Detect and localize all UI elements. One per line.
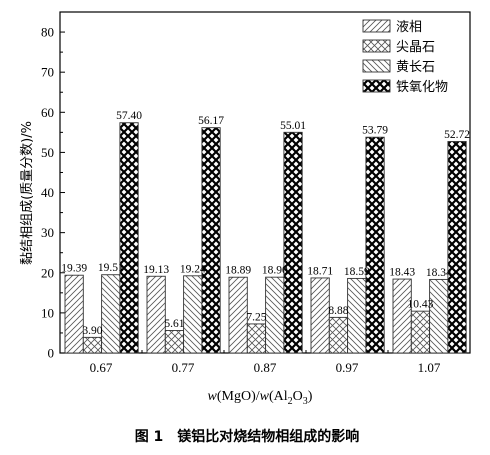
figure-caption: 图 1 镁铝比对烧结物相组成的影响 bbox=[135, 428, 360, 445]
bar-value-label: 19.24 bbox=[180, 263, 206, 275]
bar bbox=[365, 136, 385, 354]
bar-value-label: 18.34 bbox=[426, 267, 452, 279]
y-axis: 0 10 20 30 40 50 60 70 80 bbox=[41, 25, 65, 361]
bar-value-label: 8.88 bbox=[328, 305, 348, 317]
bar-value-label: 18.90 bbox=[262, 265, 288, 277]
bar bbox=[183, 275, 203, 354]
x-axis-title: w(MgO)/w(Al2O3) bbox=[208, 389, 313, 407]
bar bbox=[201, 127, 221, 354]
x-tick-label: 0.97 bbox=[336, 360, 359, 375]
bar bbox=[347, 277, 367, 354]
legend-label: 铁氧化物 bbox=[396, 80, 448, 95]
bar-value-label: 18.43 bbox=[389, 267, 415, 279]
bar bbox=[119, 122, 139, 354]
y-tick-label: 50 bbox=[41, 145, 54, 160]
x-axis-title-part: (MgO)/ bbox=[217, 389, 260, 404]
bar bbox=[328, 316, 349, 354]
bar-value-label: 56.17 bbox=[198, 115, 224, 127]
bar bbox=[228, 276, 248, 354]
x-tick-label: 0.67 bbox=[90, 360, 113, 375]
bar bbox=[164, 330, 185, 354]
bar bbox=[310, 277, 330, 354]
x-axis-title-part: w bbox=[260, 389, 270, 404]
x-axis-title-part: 2 bbox=[288, 396, 293, 407]
x-tick-label: 0.87 bbox=[254, 360, 277, 375]
bar bbox=[410, 310, 431, 354]
bar bbox=[447, 141, 467, 354]
legend-swatch bbox=[362, 59, 391, 73]
x-tick-label: 0.77 bbox=[172, 360, 195, 375]
bar bbox=[392, 278, 412, 354]
bar bbox=[82, 336, 103, 354]
bar bbox=[283, 131, 303, 354]
y-tick-label: 0 bbox=[48, 346, 55, 361]
bar bbox=[265, 276, 285, 354]
bar bbox=[101, 274, 121, 354]
bar bbox=[429, 278, 449, 354]
bar-value-label: 57.40 bbox=[116, 110, 142, 122]
legend-swatch bbox=[362, 19, 391, 33]
bar-value-label: 18.71 bbox=[307, 265, 333, 277]
legend-swatch bbox=[362, 39, 391, 53]
bar bbox=[246, 323, 267, 354]
bar-value-label: 18.59 bbox=[344, 266, 370, 278]
bar-value-label: 19.39 bbox=[61, 263, 87, 275]
legend-label: 黄长石 bbox=[396, 60, 435, 75]
bar-value-label: 3.90 bbox=[82, 325, 102, 337]
y-tick-label: 70 bbox=[41, 65, 54, 80]
y-tick-label: 80 bbox=[41, 25, 54, 40]
y-tick-label: 30 bbox=[41, 225, 54, 240]
y-tick-label: 20 bbox=[41, 265, 54, 280]
bar-value-label: 5.61 bbox=[164, 318, 184, 330]
bar-value-label: 19.51 bbox=[98, 262, 124, 274]
legend-label: 尖晶石 bbox=[396, 40, 435, 55]
bar-value-label: 53.79 bbox=[362, 125, 388, 137]
x-axis-title-part: (Al bbox=[269, 389, 288, 404]
x-axis-title-part: w bbox=[208, 389, 218, 404]
y-axis-title: 黏结相组成(质量分数)/% bbox=[19, 121, 35, 265]
x-tick-label: 1.07 bbox=[418, 360, 441, 375]
bar-value-label: 7.25 bbox=[246, 311, 266, 323]
x-axis-title-part: ) bbox=[308, 389, 313, 404]
legend-swatch bbox=[362, 79, 391, 93]
data-labels: 19.39 3.90 19.51 57.40 19.13 5.61 19.24 56.17 18… bbox=[61, 110, 470, 337]
bar-value-label: 19.13 bbox=[143, 264, 169, 276]
y-tick-label: 10 bbox=[41, 305, 54, 320]
y-tick-label: 60 bbox=[41, 105, 54, 120]
bar-value-label: 18.89 bbox=[225, 265, 251, 277]
bar-value-label: 52.72 bbox=[444, 129, 470, 141]
x-axis: 0.67 0.77 0.87 0.97 1.07 bbox=[90, 348, 441, 375]
bar-value-label: 55.01 bbox=[280, 120, 306, 132]
y-tick-label: 40 bbox=[41, 185, 54, 200]
bars bbox=[64, 122, 467, 354]
bar-value-label: 10.43 bbox=[408, 299, 434, 311]
x-axis-title-part: 3 bbox=[303, 396, 308, 407]
x-axis-title-part: O bbox=[293, 389, 303, 404]
bar bbox=[146, 275, 166, 354]
legend-label: 液相 bbox=[396, 20, 422, 35]
bar bbox=[64, 274, 84, 354]
